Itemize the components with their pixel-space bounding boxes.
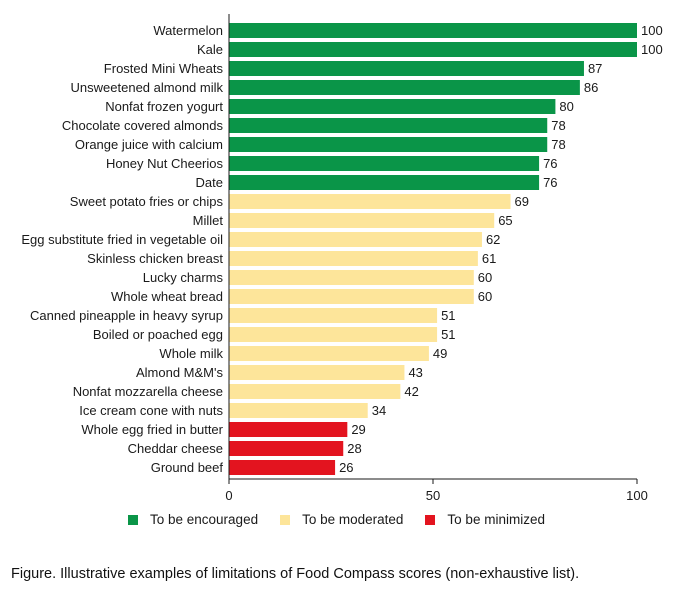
- value-label: 60: [478, 289, 492, 304]
- value-label: 65: [498, 213, 512, 228]
- category-label: Egg substitute fried in vegetable oil: [21, 232, 223, 247]
- bar: [229, 194, 511, 209]
- value-label: 49: [433, 346, 447, 361]
- legend-swatch-moderated: [280, 514, 291, 525]
- value-label: 78: [551, 118, 565, 133]
- value-label: 100: [641, 23, 663, 38]
- category-label: Skinless chicken breast: [87, 251, 223, 266]
- bar: [229, 23, 637, 38]
- x-tick-label: 0: [225, 488, 232, 503]
- category-label: Boiled or poached egg: [93, 327, 223, 342]
- category-label: Whole wheat bread: [111, 289, 223, 304]
- category-label: Cheddar cheese: [128, 441, 223, 456]
- legend-label-encouraged: To be encouraged: [150, 512, 259, 527]
- value-label: 60: [478, 270, 492, 285]
- value-label: 76: [543, 156, 557, 171]
- bar: [229, 346, 429, 361]
- bar: [229, 213, 495, 228]
- bar: [229, 460, 336, 475]
- x-tick-label: 100: [626, 488, 648, 503]
- bar: [229, 251, 478, 266]
- value-label: 69: [515, 194, 529, 209]
- bar: [229, 422, 348, 437]
- bar: [229, 156, 540, 171]
- value-label: 26: [339, 460, 353, 475]
- bar: [229, 137, 548, 152]
- category-label: Chocolate covered almonds: [62, 118, 224, 133]
- bar: [229, 270, 474, 285]
- value-label: 61: [482, 251, 496, 266]
- legend-swatch-encouraged: [128, 514, 138, 525]
- category-label: Millet: [193, 213, 224, 228]
- value-label: 42: [404, 384, 418, 399]
- bar: [229, 289, 474, 304]
- legend-item-minimized: To be minimized: [425, 512, 545, 527]
- value-label: 100: [641, 42, 663, 57]
- category-label: Kale: [197, 42, 223, 57]
- category-label: Sweet potato fries or chips: [70, 194, 224, 209]
- category-label: Watermelon: [153, 23, 223, 38]
- bar: [229, 118, 548, 133]
- category-label: Honey Nut Cheerios: [106, 156, 224, 171]
- category-label: Whole milk: [159, 346, 223, 361]
- category-label: Ice cream cone with nuts: [79, 403, 223, 418]
- value-label: 86: [584, 80, 598, 95]
- legend-item-encouraged: To be encouraged: [128, 512, 258, 527]
- value-label: 51: [441, 308, 455, 323]
- x-tick-label: 50: [426, 488, 440, 503]
- value-label: 43: [408, 365, 422, 380]
- legend-label-minimized: To be minimized: [447, 512, 545, 527]
- category-label: Almond M&M's: [136, 365, 224, 380]
- bar: [229, 441, 344, 456]
- bar-chart: Watermelon 100 Kale 100 Frosted Mini Wheats 8…: [21, 14, 663, 503]
- legend-item-moderated: To be moderated: [280, 512, 403, 527]
- bar: [229, 175, 540, 190]
- category-label: Frosted Mini Wheats: [104, 61, 224, 76]
- value-label: 51: [441, 327, 455, 342]
- category-label: Nonfat frozen yogurt: [105, 99, 223, 114]
- bar: [229, 403, 368, 418]
- category-label: Whole egg fried in butter: [81, 422, 223, 437]
- bar: [229, 327, 438, 342]
- category-label: Date: [196, 175, 223, 190]
- bar: [229, 42, 637, 57]
- value-label: 28: [347, 441, 361, 456]
- category-label: Ground beef: [151, 460, 224, 475]
- category-label: Lucky charms: [143, 270, 224, 285]
- bar: [229, 80, 580, 95]
- bar: [229, 365, 405, 380]
- value-label: 80: [559, 99, 573, 114]
- legend-swatch-minimized: [425, 514, 436, 525]
- bar: [229, 384, 401, 399]
- value-label: 29: [351, 422, 365, 437]
- category-label: Nonfat mozzarella cheese: [73, 384, 223, 399]
- figure-caption: Figure. Illustrative examples of limitat…: [11, 566, 580, 582]
- value-label: 78: [551, 137, 565, 152]
- value-label: 34: [372, 403, 386, 418]
- value-label: 76: [543, 175, 557, 190]
- category-label: Canned pineapple in heavy syrup: [30, 308, 223, 323]
- bar: [229, 99, 556, 114]
- value-label: 62: [486, 232, 500, 247]
- category-label: Unsweetened almond milk: [71, 80, 224, 95]
- bar: [229, 61, 584, 76]
- bar: [229, 232, 482, 247]
- category-label: Orange juice with calcium: [75, 137, 223, 152]
- legend: To be encouraged To be moderated To be m…: [128, 512, 567, 527]
- bar: [229, 308, 438, 323]
- value-label: 87: [588, 61, 602, 76]
- legend-label-moderated: To be moderated: [302, 512, 404, 527]
